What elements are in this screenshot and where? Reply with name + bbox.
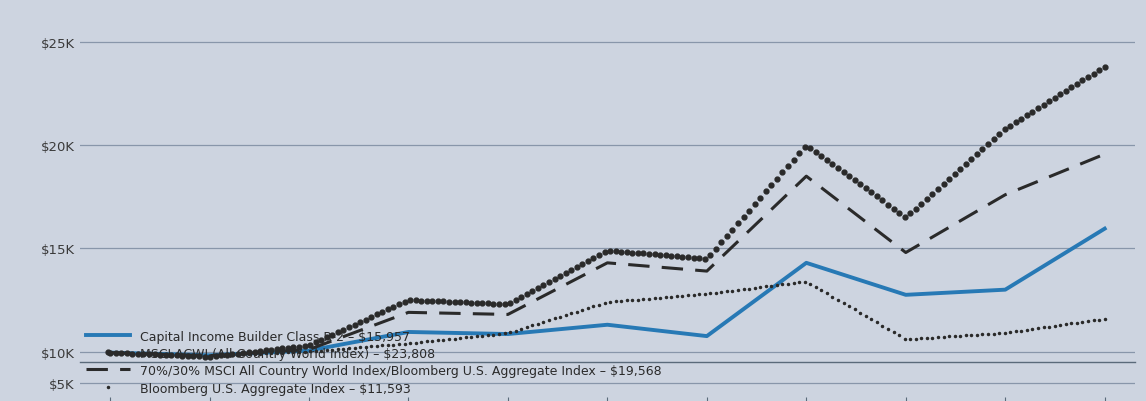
- MSCI ACWI (All Country World Index) – $23,808: [487, 301, 501, 306]
- MSCI ACWI (All Country World Index) – $23,808: [314, 338, 328, 342]
- Line: Bloomberg U.S. Aggregate Index – $11,593: Bloomberg U.S. Aggregate Index – $11,593: [108, 280, 1107, 358]
- Line: 70%/30% MSCI All Country World Index/Bloomberg U.S. Aggregate Index – $19,568: 70%/30% MSCI All Country World Index/Blo…: [110, 155, 1105, 356]
- MSCI ACWI (All Country World Index) – $23,808: [120, 351, 134, 356]
- Bloomberg U.S. Aggregate Index – $11,593: [103, 350, 117, 355]
- Bloomberg U.S. Aggregate Index – $11,593: [314, 348, 328, 353]
- Bloomberg U.S. Aggregate Index – $11,593: [1098, 316, 1112, 321]
- Bloomberg U.S. Aggregate Index – $11,593: [120, 351, 134, 356]
- Capital Income Builder Class R-2 – $15,957: [898, 293, 912, 298]
- 70%/30% MSCI All Country World Index/Bloomberg U.S. Aggregate Index – $19,568: [998, 193, 1012, 198]
- MSCI ACWI (All Country World Index) – $23,808: [103, 350, 117, 355]
- Bloomberg U.S. Aggregate Index – $11,593: [226, 352, 240, 357]
- Line: Capital Income Builder Class R-2 – $15,957: Capital Income Builder Class R-2 – $15,9…: [110, 229, 1105, 355]
- Capital Income Builder Class R-2 – $15,957: [1098, 227, 1112, 231]
- Capital Income Builder Class R-2 – $15,957: [501, 332, 515, 336]
- Bloomberg U.S. Aggregate Index – $11,593: [998, 331, 1012, 336]
- Legend: Capital Income Builder Class R-2 – $15,957, MSCI ACWI (All Country World Index) : Capital Income Builder Class R-2 – $15,9…: [86, 330, 662, 395]
- 70%/30% MSCI All Country World Index/Bloomberg U.S. Aggregate Index – $19,568: [501, 312, 515, 317]
- MSCI ACWI (All Country World Index) – $23,808: [1070, 82, 1084, 87]
- MSCI ACWI (All Country World Index) – $23,808: [203, 354, 217, 359]
- 70%/30% MSCI All Country World Index/Bloomberg U.S. Aggregate Index – $19,568: [700, 269, 714, 274]
- 70%/30% MSCI All Country World Index/Bloomberg U.S. Aggregate Index – $19,568: [103, 350, 117, 355]
- Capital Income Builder Class R-2 – $15,957: [401, 330, 415, 334]
- Line: MSCI ACWI (All Country World Index) – $23,808: MSCI ACWI (All Country World Index) – $2…: [108, 65, 1107, 359]
- Capital Income Builder Class R-2 – $15,957: [601, 322, 614, 327]
- Bloomberg U.S. Aggregate Index – $11,593: [798, 279, 811, 284]
- MSCI ACWI (All Country World Index) – $23,808: [1098, 65, 1112, 70]
- MSCI ACWI (All Country World Index) – $23,808: [992, 132, 1006, 137]
- 70%/30% MSCI All Country World Index/Bloomberg U.S. Aggregate Index – $19,568: [401, 310, 415, 315]
- 70%/30% MSCI All Country World Index/Bloomberg U.S. Aggregate Index – $19,568: [601, 261, 614, 265]
- 70%/30% MSCI All Country World Index/Bloomberg U.S. Aggregate Index – $19,568: [898, 251, 912, 255]
- Bloomberg U.S. Aggregate Index – $11,593: [487, 332, 501, 337]
- Capital Income Builder Class R-2 – $15,957: [203, 353, 217, 358]
- MSCI ACWI (All Country World Index) – $23,808: [226, 352, 240, 356]
- 70%/30% MSCI All Country World Index/Bloomberg U.S. Aggregate Index – $19,568: [800, 174, 814, 179]
- Capital Income Builder Class R-2 – $15,957: [303, 348, 316, 353]
- Capital Income Builder Class R-2 – $15,957: [700, 334, 714, 339]
- 70%/30% MSCI All Country World Index/Bloomberg U.S. Aggregate Index – $19,568: [203, 353, 217, 358]
- Bloomberg U.S. Aggregate Index – $11,593: [1076, 320, 1090, 324]
- Capital Income Builder Class R-2 – $15,957: [998, 288, 1012, 292]
- 70%/30% MSCI All Country World Index/Bloomberg U.S. Aggregate Index – $19,568: [303, 347, 316, 352]
- Capital Income Builder Class R-2 – $15,957: [103, 350, 117, 355]
- Capital Income Builder Class R-2 – $15,957: [800, 261, 814, 265]
- Bloomberg U.S. Aggregate Index – $11,593: [203, 353, 217, 358]
- 70%/30% MSCI All Country World Index/Bloomberg U.S. Aggregate Index – $19,568: [1098, 152, 1112, 157]
